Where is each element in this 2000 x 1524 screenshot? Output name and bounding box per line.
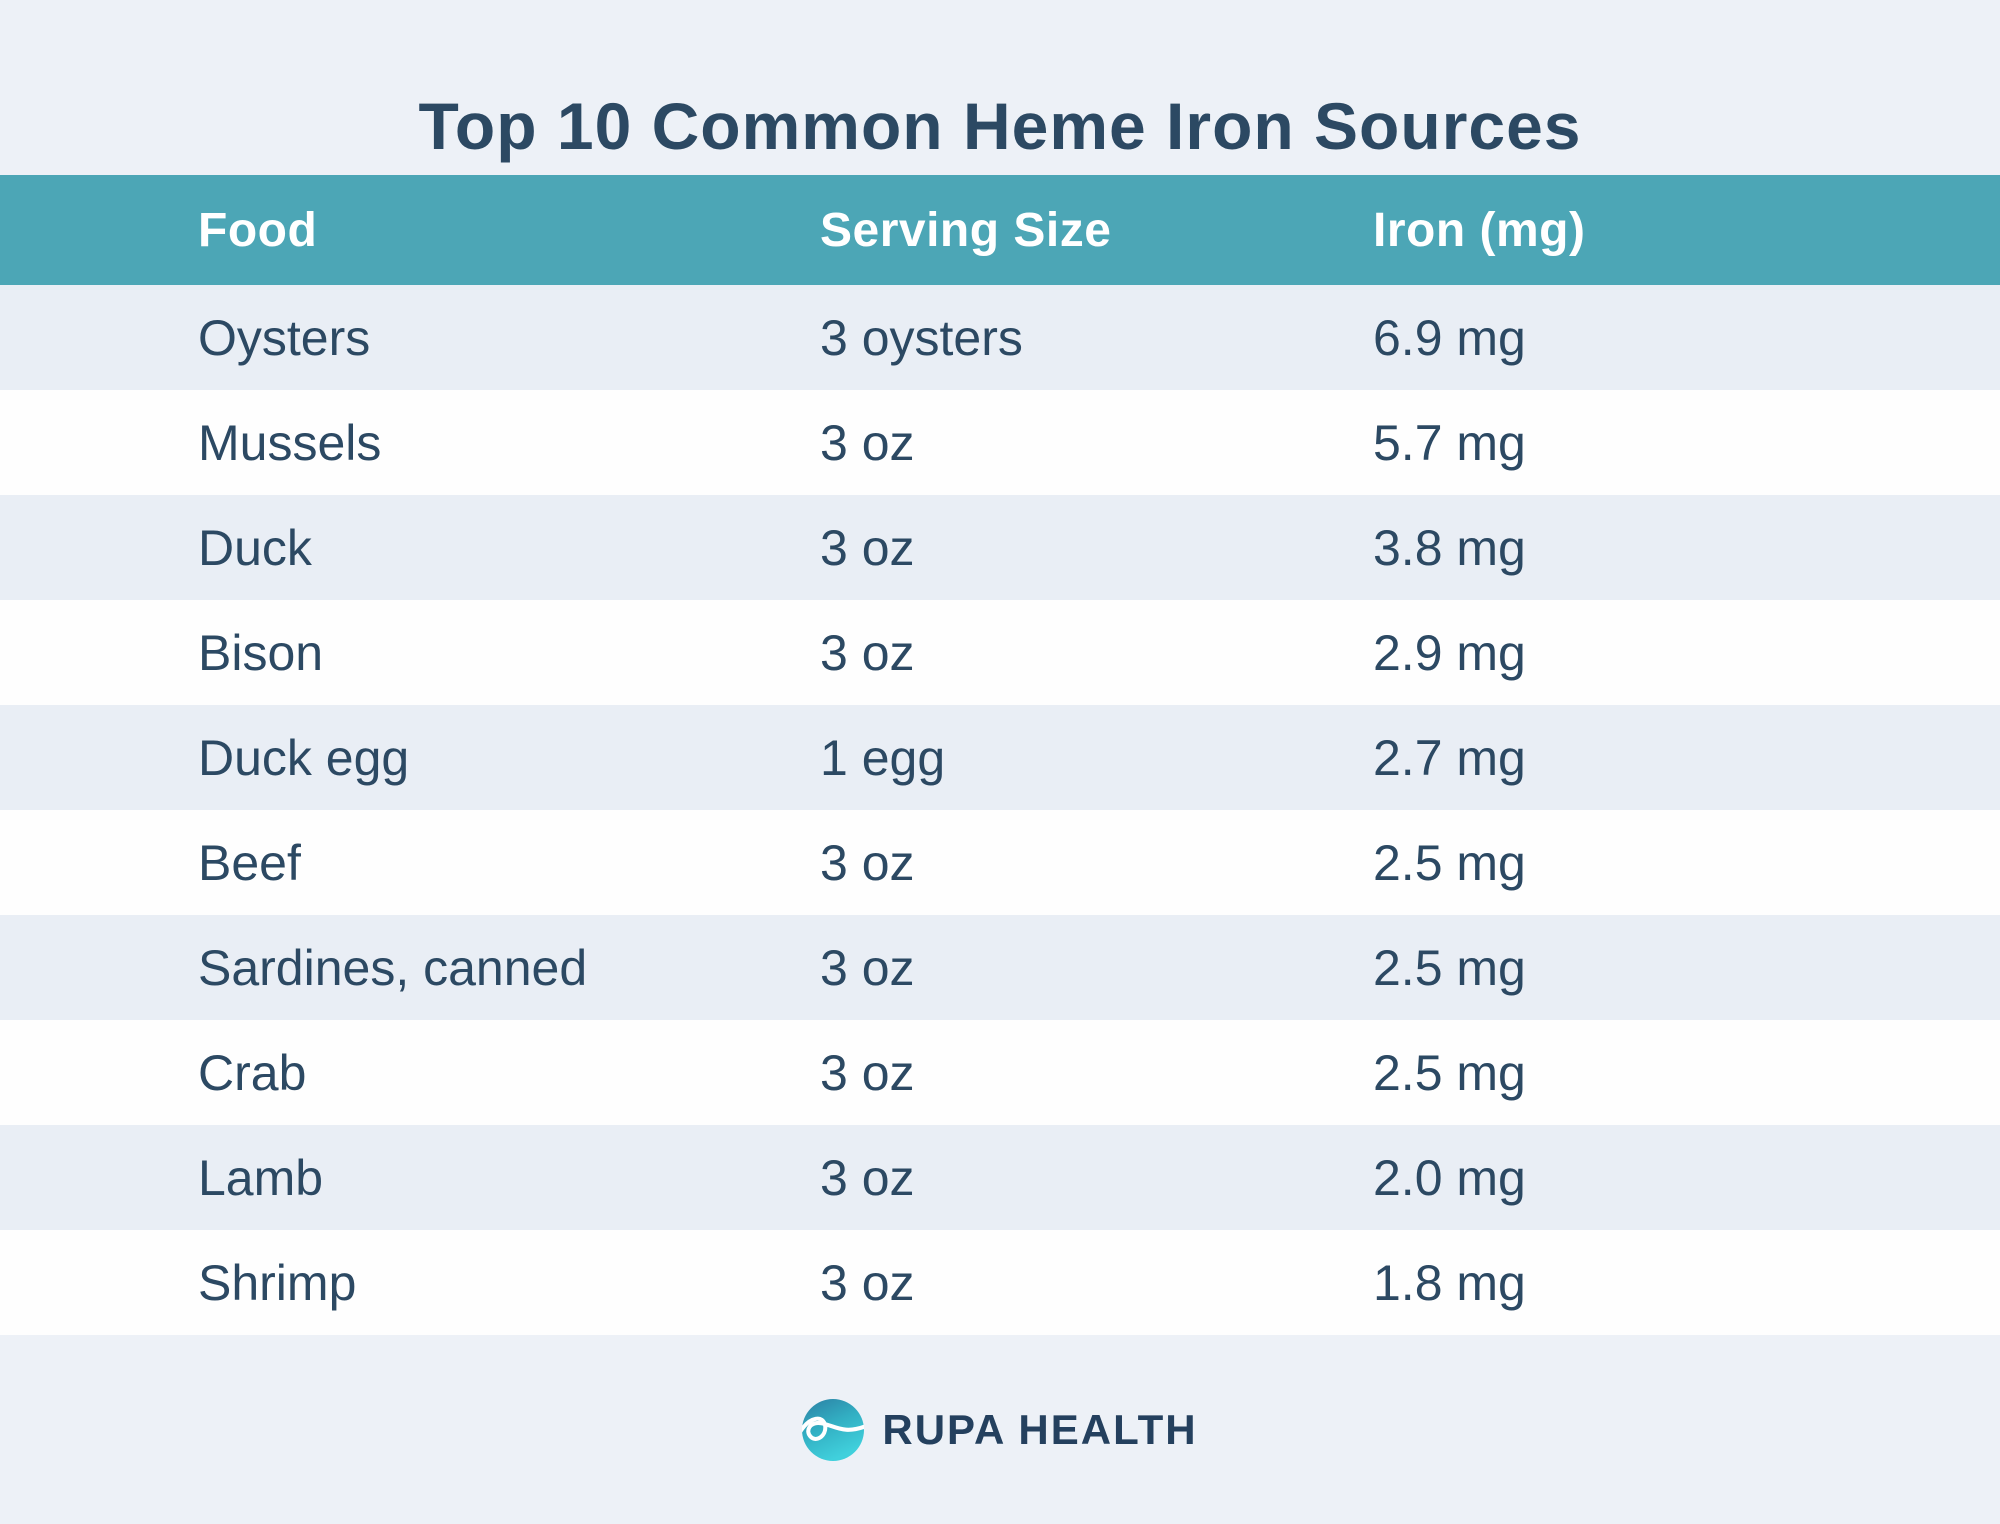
serving-cell: 3 oz [820,939,915,996]
footer-branding: RUPA HEALTH [0,1335,2000,1524]
table-row: Bison 3 oz 2.9 mg [0,600,2000,705]
food-cell: Crab [198,1044,307,1101]
food-cell: Duck [198,519,312,576]
column-header-iron: Iron (mg) [1373,203,1586,257]
iron-cell: 1.8 mg [1373,1254,1526,1311]
food-cell: Shrimp [198,1254,357,1311]
table-row: Beef 3 oz 2.5 mg [0,810,2000,915]
table-row: Lamb 3 oz 2.0 mg [0,1125,2000,1230]
column-header-food: Food [198,203,318,257]
rupa-wave-logo-icon [802,1398,865,1461]
table-row: Duck 3 oz 3.8 mg [0,495,2000,600]
serving-cell: 3 oz [820,624,915,681]
table-row: Mussels 3 oz 5.7 mg [0,390,2000,495]
iron-cell: 2.9 mg [1373,624,1526,681]
page-title: Top 10 Common Heme Iron Sources [418,89,1582,163]
serving-cell: 3 oz [820,414,915,471]
table-row: Crab 3 oz 2.5 mg [0,1020,2000,1125]
serving-cell: 3 oz [820,1149,915,1206]
table-row: Duck egg 1 egg 2.7 mg [0,705,2000,810]
iron-cell: 6.9 mg [1373,309,1526,366]
column-header-serving: Serving Size [820,203,1112,257]
table-body: Oysters 3 oysters 6.9 mg Mussels 3 oz 5.… [0,285,2000,1335]
iron-cell: 2.7 mg [1373,729,1526,786]
serving-cell: 3 oz [820,1254,915,1311]
iron-cell: 5.7 mg [1373,414,1526,471]
serving-cell: 3 oysters [820,309,1023,366]
food-cell: Bison [198,624,324,681]
table-row: Oysters 3 oysters 6.9 mg [0,285,2000,390]
food-cell: Lamb [198,1149,324,1206]
food-cell: Sardines, canned [198,939,588,996]
table-row: Sardines, canned 3 oz 2.5 mg [0,915,2000,1020]
iron-cell: 2.0 mg [1373,1149,1526,1206]
iron-cell: 3.8 mg [1373,519,1526,576]
food-cell: Oysters [198,309,371,366]
table-header-row: Food Serving Size Iron (mg) [0,175,2000,285]
serving-cell: 3 oz [820,1044,915,1101]
serving-cell: 1 egg [820,729,946,786]
iron-cell: 2.5 mg [1373,939,1526,996]
table-row: Shrimp 3 oz 1.8 mg [0,1230,2000,1335]
iron-cell: 2.5 mg [1373,834,1526,891]
brand-name: RUPA HEALTH [882,1405,1198,1453]
iron-cell: 2.5 mg [1373,1044,1526,1101]
food-cell: Mussels [198,414,382,471]
food-cell: Duck egg [198,729,410,786]
food-cell: Beef [198,834,301,891]
serving-cell: 3 oz [820,834,915,891]
serving-cell: 3 oz [820,519,915,576]
